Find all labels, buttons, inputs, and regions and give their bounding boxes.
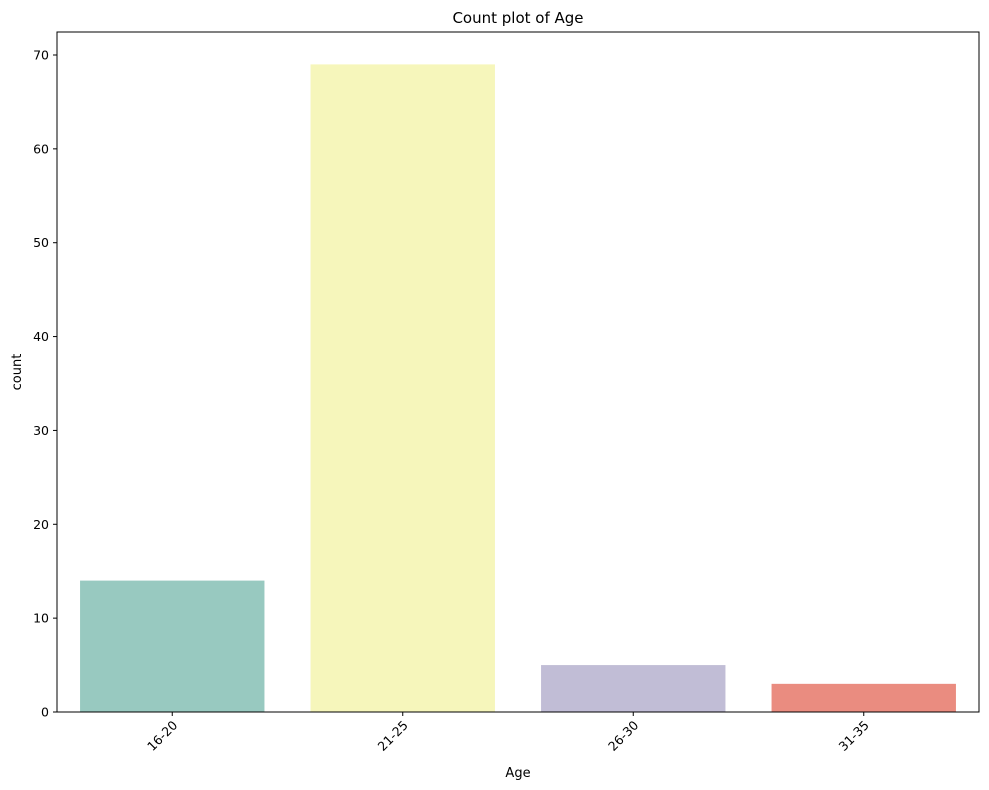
x-tick-label-21-25: 21-25 (375, 718, 411, 754)
bar-31-35 (771, 683, 956, 712)
plot-frame (56, 31, 980, 713)
x-axis: 16-20 21-25 26-30 31-35 (144, 712, 872, 754)
y-tick-label-40: 40 (33, 329, 49, 344)
x-tick-label-26-30: 26-30 (605, 717, 641, 753)
y-tick-label-50: 50 (33, 235, 49, 250)
bar-21-25 (310, 64, 495, 712)
y-axis: 0 10 20 30 40 50 60 70 (33, 47, 57, 720)
x-tick-label-16-20: 16-20 (144, 717, 180, 753)
y-tick-label-0: 0 (41, 705, 49, 720)
y-tick-label-70: 70 (33, 47, 49, 62)
y-tick-label-10: 10 (33, 611, 49, 626)
y-tick-label-30: 30 (33, 423, 49, 438)
y-tick-label-60: 60 (33, 141, 49, 156)
x-tick-label-31-35: 31-35 (836, 718, 872, 754)
y-axis-label: count (10, 354, 25, 391)
bar-26-30 (541, 665, 726, 712)
chart-title: Count plot of Age (452, 9, 583, 27)
y-tick-label-20: 20 (33, 517, 49, 532)
bars-group (80, 64, 956, 712)
bar-16-20 (80, 580, 265, 712)
x-axis-label: Age (505, 766, 530, 781)
